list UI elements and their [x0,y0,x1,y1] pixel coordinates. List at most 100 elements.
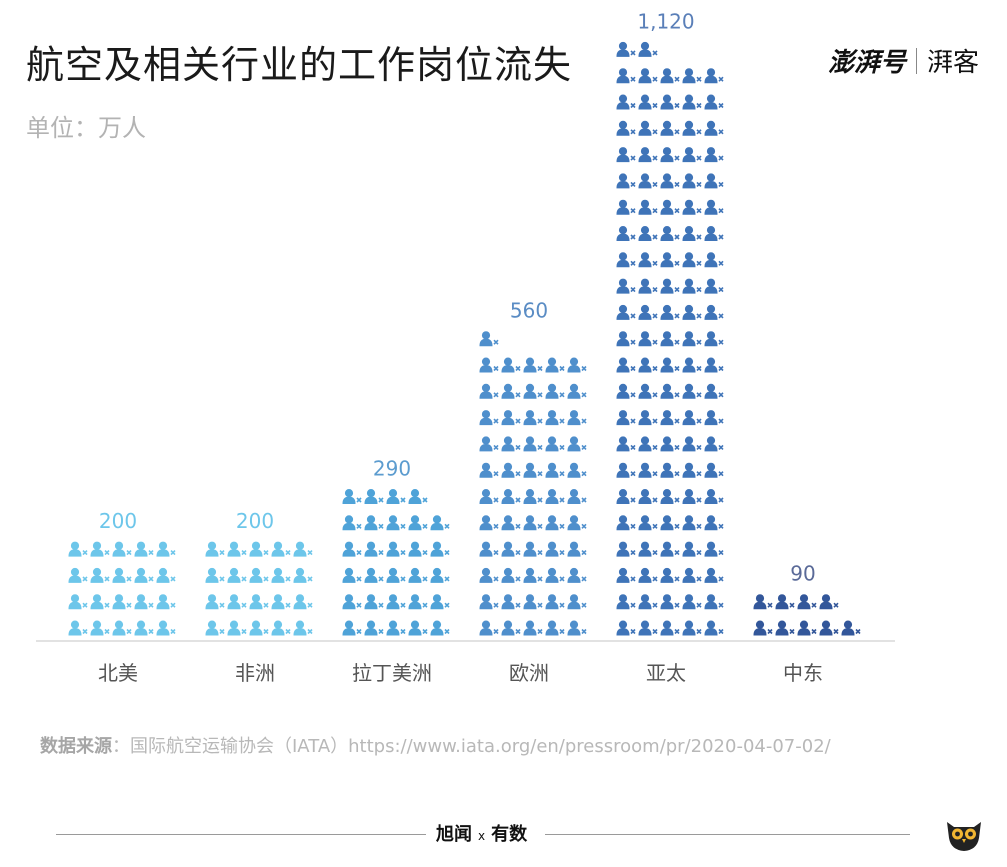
person-x-icon [68,593,88,610]
person-x-icon [682,304,702,321]
person-x-icon [523,436,543,452]
person-x-icon [501,409,521,426]
person-x-icon [408,514,428,531]
person-x-icon [682,620,702,636]
person-x-icon [704,383,724,400]
person-x-icon [68,620,88,636]
person-x-icon [545,567,565,584]
person-x-icon [364,514,384,531]
person-x-icon [682,146,702,163]
bar-5 [616,41,724,636]
person-x-icon [156,567,176,584]
person-x-icon [638,488,658,505]
person-x-icon [704,488,724,505]
person-x-icon [408,541,428,557]
person-x-icon [545,409,565,426]
person-x-icon [386,514,406,531]
person-x-icon [479,357,499,373]
person-x-icon [430,620,450,636]
person-x-icon [408,593,428,610]
person-x-icon [682,357,702,373]
person-x-icon [249,593,269,610]
category-label: 欧洲 [509,661,549,685]
person-x-icon [501,541,521,557]
person-x-icon [364,541,384,557]
brand-logo: 澎湃号 湃客 [828,42,979,79]
person-x-icon [249,541,269,557]
person-x-icon [501,514,521,531]
person-x-icon [523,567,543,584]
source-text: ：国际航空运输协会（IATA）https://www.iata.org/en/p… [112,736,831,757]
person-x-icon [567,514,587,531]
person-x-icon [430,514,450,531]
person-x-icon [545,357,565,373]
person-x-icon [704,514,724,531]
value-label: 560 [510,299,548,323]
person-x-icon [682,514,702,531]
person-x-icon [545,514,565,531]
person-x-icon [638,199,658,215]
person-x-icon [638,225,658,242]
person-x-icon [753,620,773,636]
person-x-icon [797,620,817,636]
page-title: 航空及相关行业的工作岗位流失 [26,43,573,87]
person-x-icon [660,593,680,610]
value-label: 1,120 [637,9,694,33]
person-x-icon [704,252,724,268]
person-x-icon [616,330,636,347]
person-x-icon [342,593,362,610]
person-x-icon [386,593,406,610]
person-x-icon [479,488,499,505]
owl-icon [947,822,981,851]
person-x-icon [682,541,702,557]
person-x-icon [501,593,521,610]
person-x-icon [430,541,450,557]
person-x-icon [479,383,499,400]
person-x-icon [342,514,362,531]
person-x-icon [479,436,499,452]
person-x-icon [523,383,543,400]
person-x-icon [567,357,587,373]
person-x-icon [156,593,176,610]
person-x-icon [638,330,658,347]
person-x-icon [293,593,313,610]
person-x-icon [660,620,680,636]
person-x-icon [567,593,587,610]
person-x-icon [616,120,636,137]
person-x-icon [660,225,680,242]
person-x-icon [638,436,658,452]
person-x-icon [616,541,636,557]
person-x-icon [704,357,724,373]
person-x-icon [616,278,636,294]
person-x-icon [501,462,521,479]
person-x-icon [704,94,724,110]
person-x-icon [797,593,817,610]
person-x-icon [660,330,680,347]
person-x-icon [704,462,724,479]
person-x-icon [479,541,499,557]
category-label: 亚太 [646,661,686,685]
person-x-icon [430,593,450,610]
person-x-icon [545,436,565,452]
person-x-icon [660,199,680,215]
person-x-icon [293,541,313,557]
footer-logo-right: 有数 [491,824,528,845]
category-label: 北美 [98,661,138,685]
person-x-icon [545,488,565,505]
person-x-icon [638,462,658,479]
person-x-icon [249,567,269,584]
person-x-icon [682,278,702,294]
person-x-icon [682,199,702,215]
person-x-icon [704,304,724,321]
person-x-icon [660,567,680,584]
person-x-icon [704,409,724,426]
person-x-icon [479,330,499,347]
person-x-icon [638,620,658,636]
person-x-icon [682,409,702,426]
person-x-icon [682,330,702,347]
person-x-icon [567,620,587,636]
person-x-icon [704,567,724,584]
person-x-icon [638,514,658,531]
person-x-icon [616,225,636,242]
